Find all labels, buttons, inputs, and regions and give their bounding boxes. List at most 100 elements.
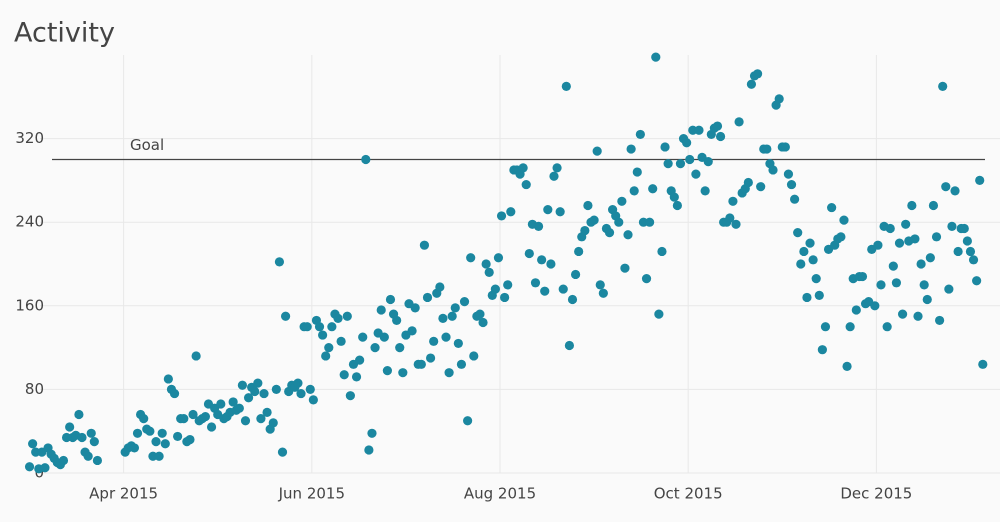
- point: [589, 215, 599, 225]
- point: [370, 343, 380, 353]
- point: [910, 234, 920, 244]
- point: [959, 223, 969, 234]
- point: [271, 384, 281, 394]
- point: [786, 179, 797, 190]
- point: [379, 332, 389, 342]
- point: [444, 368, 454, 378]
- point: [305, 384, 315, 394]
- point: [336, 336, 346, 346]
- point: [157, 428, 167, 438]
- point: [253, 378, 263, 388]
- point: [132, 428, 143, 438]
- point: [327, 322, 337, 332]
- point: [975, 175, 985, 185]
- point: [731, 219, 741, 229]
- point: [888, 261, 898, 271]
- point: [799, 246, 809, 257]
- point: [169, 388, 180, 399]
- point: [669, 192, 679, 202]
- point: [216, 399, 226, 409]
- point: [268, 418, 278, 428]
- x-tick-label: Apr 2015: [89, 485, 158, 503]
- x-tick-label: Jun 2015: [278, 485, 345, 503]
- point: [564, 340, 575, 351]
- point: [188, 409, 198, 420]
- point: [469, 351, 479, 361]
- point: [77, 432, 87, 443]
- point: [89, 437, 99, 447]
- point: [635, 129, 645, 140]
- point: [839, 215, 849, 225]
- point: [83, 451, 93, 461]
- point: [925, 253, 935, 263]
- point: [583, 200, 593, 211]
- point: [274, 257, 285, 267]
- point: [243, 393, 254, 403]
- point: [237, 380, 248, 390]
- point: [882, 322, 892, 332]
- point: [793, 228, 803, 238]
- point: [191, 351, 201, 361]
- point: [891, 278, 902, 288]
- x-tick-label: Oct 2015: [654, 485, 723, 503]
- point: [407, 326, 417, 336]
- point: [65, 422, 75, 432]
- y-tick-label: 80: [25, 380, 44, 398]
- y-tick-label: 320: [15, 129, 44, 147]
- point: [385, 294, 396, 305]
- point: [259, 388, 269, 399]
- point: [938, 81, 948, 91]
- point: [456, 359, 467, 369]
- point: [944, 284, 954, 294]
- point: [543, 205, 553, 215]
- point: [574, 246, 584, 257]
- point: [321, 351, 331, 361]
- point: [518, 163, 528, 173]
- point: [361, 154, 371, 165]
- point: [873, 240, 883, 250]
- point: [503, 280, 513, 290]
- point: [450, 303, 460, 313]
- point: [521, 179, 531, 190]
- point: [919, 280, 929, 290]
- point: [364, 445, 374, 455]
- point: [762, 144, 772, 154]
- point: [419, 240, 430, 250]
- point: [392, 315, 402, 326]
- point: [506, 207, 516, 217]
- point: [435, 282, 445, 292]
- point: [382, 365, 392, 376]
- point: [685, 154, 695, 165]
- point: [500, 292, 510, 303]
- point: [466, 253, 476, 263]
- point: [657, 246, 667, 257]
- point: [74, 409, 84, 420]
- point: [808, 255, 818, 265]
- point: [558, 284, 568, 294]
- point: [376, 305, 386, 315]
- point: [885, 223, 895, 234]
- point: [163, 374, 173, 384]
- point: [694, 125, 704, 135]
- point: [154, 451, 164, 461]
- point: [277, 447, 288, 457]
- point: [620, 263, 630, 273]
- point: [752, 69, 763, 79]
- point: [484, 267, 494, 277]
- point: [358, 332, 368, 342]
- point: [200, 411, 210, 422]
- point: [617, 196, 627, 206]
- point: [342, 311, 352, 321]
- point: [928, 200, 939, 211]
- point: [256, 414, 266, 424]
- point: [857, 271, 868, 282]
- point: [351, 372, 362, 382]
- point: [40, 463, 50, 473]
- point: [913, 311, 923, 321]
- point: [555, 207, 565, 217]
- point: [598, 288, 608, 298]
- point: [851, 305, 861, 315]
- y-tick-label: 160: [15, 296, 44, 314]
- point: [422, 292, 433, 303]
- y-tick-label: 240: [15, 213, 44, 231]
